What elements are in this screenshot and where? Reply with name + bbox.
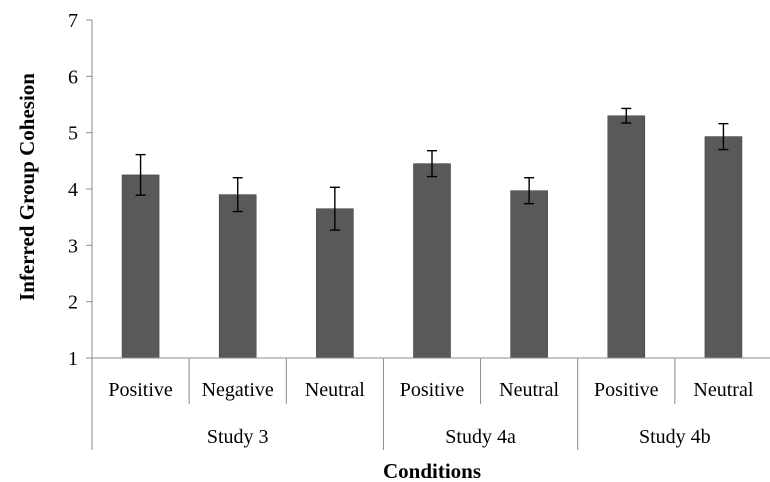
error-bar [524,177,535,205]
category-label: Neutral [693,379,753,401]
category-label: Positive [400,379,465,401]
y-tick-label: 3 [68,235,78,257]
bars [121,115,743,359]
group-label: Study 3 [207,426,269,448]
error-bar [135,153,146,196]
y-tick-label: 2 [68,292,78,314]
category-labels: Positive Negative Neutral Positive Neutral Po… [108,379,754,401]
y-tick-label: 4 [68,179,78,201]
group-label: Study 4b [639,426,711,448]
y-axis-title: Inferred Group Cohesion [15,73,39,301]
y-tick-label: 1 [68,348,78,370]
y-tick-label: 6 [68,66,78,88]
category-label: Neutral [305,379,365,401]
error-bar [232,177,243,213]
category-label: Neutral [499,379,559,401]
category-label: Positive [594,379,659,401]
bar [704,136,743,359]
bar [316,208,354,359]
category-label: Positive [108,379,173,401]
y-tick-label: 5 [68,123,78,145]
bar [607,115,646,359]
bar [510,190,548,359]
error-bar [329,186,340,231]
error-bar [427,149,437,178]
y-axis-ticks: 1 2 3 4 5 6 7 [68,10,92,370]
category-label: Negative [202,379,274,401]
error-bar [621,107,632,124]
bar [413,163,451,359]
error-bar [718,122,729,151]
group-label: Study 4a [445,426,516,448]
bar [218,194,257,359]
axes [91,20,770,450]
x-axis-title: Conditions [383,459,481,482]
y-tick-label: 7 [68,10,78,32]
error-bars [135,107,729,231]
group-labels: Study 3 Study 4a Study 4b [207,426,711,448]
bar [121,174,160,359]
